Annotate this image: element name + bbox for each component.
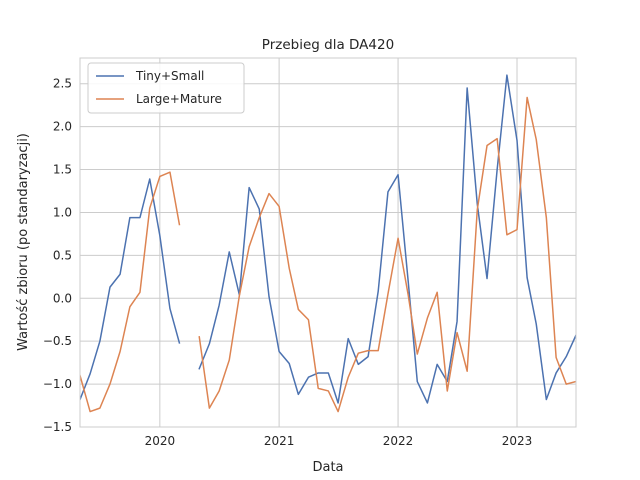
y-tick-label: 1.5 bbox=[53, 163, 72, 177]
x-tick-label: 2021 bbox=[264, 434, 295, 448]
series-line-large-mature bbox=[80, 96, 576, 413]
legend-label-large-mature: Large+Mature bbox=[136, 92, 222, 106]
y-tick-label: 1.0 bbox=[53, 205, 72, 219]
y-tick-label: 0.5 bbox=[53, 248, 72, 262]
plot-area bbox=[80, 58, 576, 427]
legend-box bbox=[87, 62, 245, 114]
legend: Tiny+Small Large+Mature bbox=[87, 62, 245, 114]
chart-title: Przebieg dla DA420 bbox=[262, 37, 394, 53]
y-tick-labels: −1.5 −1.0 −0.5 0.0 0.5 1.0 1.5 2.0 2.5 bbox=[43, 77, 72, 434]
y-tick-label: 2.5 bbox=[53, 77, 72, 91]
x-tick-label: 2020 bbox=[145, 434, 176, 448]
y-axis-label: Wartość zbioru (po standaryzacji) bbox=[16, 133, 31, 351]
y-tick-label: −1.5 bbox=[43, 420, 72, 434]
plot-frame bbox=[79, 57, 577, 428]
y-tick-label: −1.0 bbox=[43, 377, 72, 391]
x-axis-label: Data bbox=[312, 460, 343, 475]
series-line-tiny-small bbox=[80, 74, 576, 404]
y-tick-label: 2.0 bbox=[53, 120, 72, 134]
x-tick-labels: 2020 2021 2022 2023 bbox=[145, 434, 533, 448]
series-lines bbox=[80, 74, 576, 413]
legend-label-tiny-small: Tiny+Small bbox=[135, 69, 204, 83]
y-tick-label: −0.5 bbox=[43, 334, 72, 348]
x-tick-label: 2022 bbox=[383, 434, 414, 448]
x-tick-label: 2023 bbox=[502, 434, 533, 448]
y-tick-label: 0.0 bbox=[53, 291, 72, 305]
